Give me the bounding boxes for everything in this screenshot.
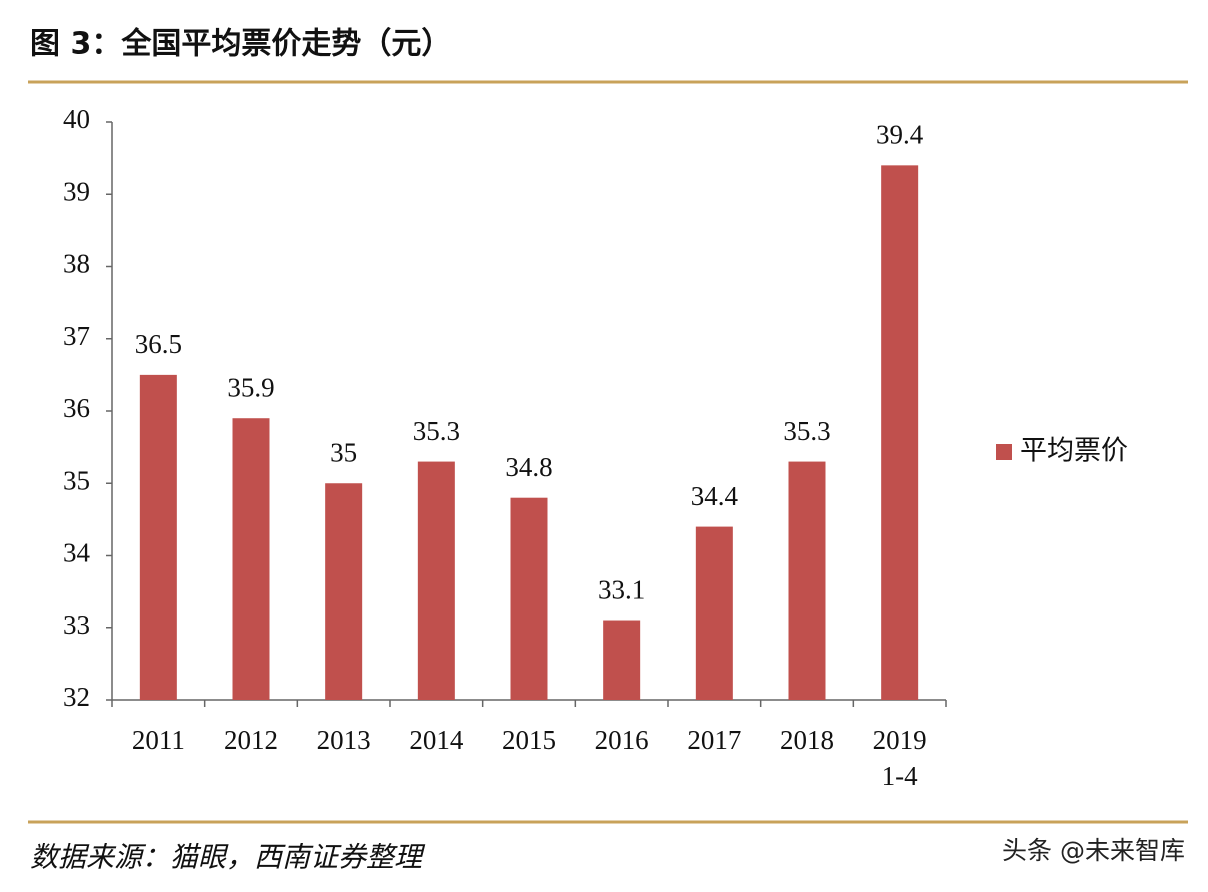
x-tick-label: 2013 [316,725,371,755]
legend-label: 平均票价 [1020,436,1128,467]
x-tick-label: 2012 [224,725,278,755]
y-tick-label: 39 [63,176,90,206]
y-tick-label: 34 [63,538,91,568]
bar [510,497,548,700]
x-tick-label: 2015 [502,725,556,755]
value-label: 34.8 [505,452,552,482]
bar [788,461,826,700]
legend-swatch [996,444,1012,460]
x-tick-label: 2014 [409,725,464,755]
value-label: 35.3 [413,416,460,446]
x-tick-label: 2017 [687,725,742,755]
x-tick-label: 2019 1-4 [872,725,927,791]
bar [417,461,455,700]
y-tick-label: 33 [63,610,90,640]
bar [232,418,270,700]
y-tick-label: 38 [63,249,90,279]
watermark: 头条 @未来智库 [1002,836,1185,865]
x-tick-label: 2018 [780,725,834,755]
bar [325,483,363,700]
value-label: 35.9 [227,372,274,402]
value-label: 39.4 [876,120,924,150]
x-tick-label: 2011 [131,725,185,755]
source: 数据来源：猫眼，西南证券整理 [30,842,426,873]
chart-title: 图 3：全国平均票价走势（元） [30,27,451,62]
x-tick-label: 2016 [594,725,649,755]
y-tick-label: 32 [63,682,90,712]
y-tick-label: 40 [63,104,90,134]
value-label: 34.4 [691,481,739,511]
y-tick-label: 36 [63,393,90,423]
value-label: 36.5 [135,329,182,359]
y-tick-label: 37 [63,321,90,351]
value-label: 33.1 [598,575,645,605]
y-tick-label: 35 [63,465,90,495]
bar [603,620,641,700]
bar [881,165,919,701]
value-label: 35.3 [783,416,830,446]
bar [139,374,177,700]
value-label: 35 [330,437,357,467]
bar [695,526,733,700]
